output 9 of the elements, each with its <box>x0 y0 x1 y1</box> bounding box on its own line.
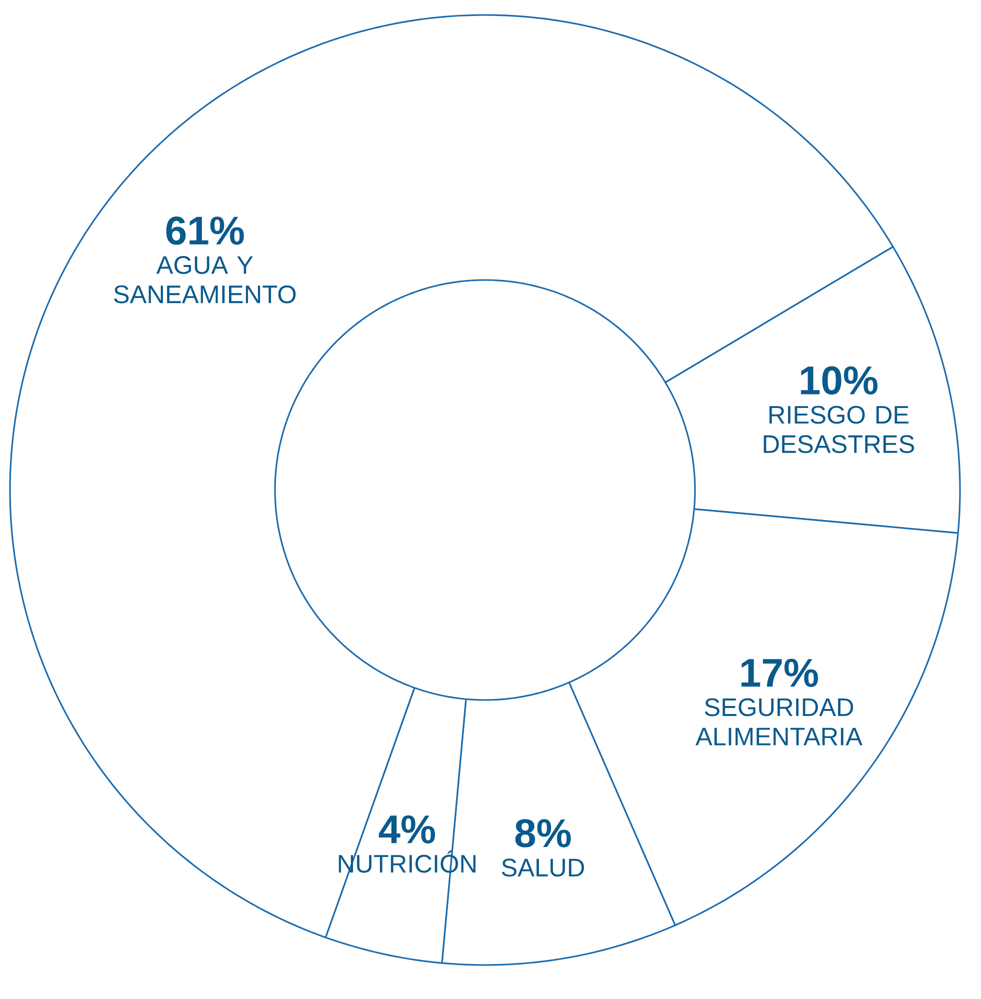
data-label: 10% <box>800 366 878 395</box>
slice-label: RIESGO DE DESASTRES <box>764 406 914 454</box>
data-label: 8% <box>515 819 571 848</box>
slice-label: SEGURIDAD ALIMENTARIA <box>696 698 862 746</box>
data-label: 4% <box>378 815 436 844</box>
slice-label: SALUD <box>502 858 584 877</box>
slice-label: AGUA Y SANEAMIENTO <box>114 256 296 304</box>
data-label: 61% <box>166 216 244 245</box>
data-label: 17% <box>741 658 818 687</box>
